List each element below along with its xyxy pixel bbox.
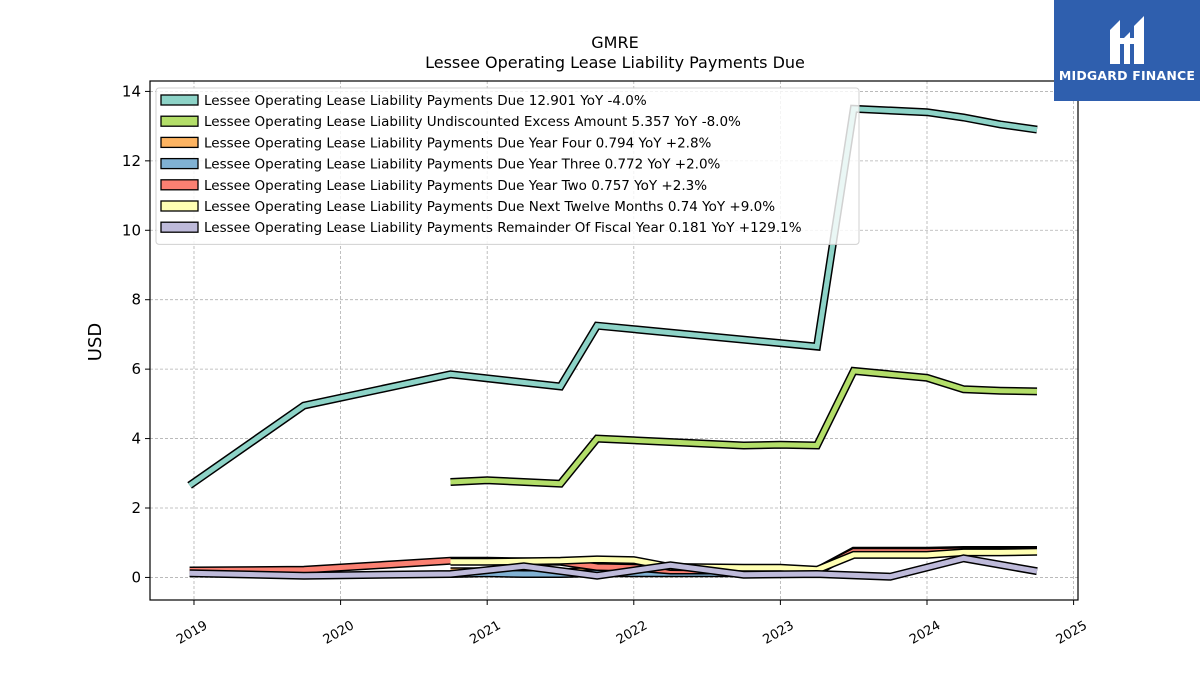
y-tick-label: 14 [122, 82, 141, 100]
y-tick-label: 8 [131, 291, 141, 309]
legend-label: Lessee Operating Lease Liability Payment… [204, 220, 802, 236]
series-layer [187, 104, 1038, 581]
legend-swatch [160, 221, 199, 233]
x-tick-label: 2020 [321, 618, 357, 648]
series-line-2 [450, 366, 1038, 488]
plot-frame [149, 80, 1079, 601]
legend-item-7: Lessee Operating Lease Liability Payment… [160, 220, 802, 236]
series-stroke [450, 368, 1038, 487]
y-tick-label: 4 [131, 430, 141, 448]
series-stroke [189, 555, 1038, 580]
y-tick-label: 12 [122, 152, 141, 170]
legend-swatch [160, 136, 199, 149]
legend-item-2: Lessee Operating Lease Liability Undisco… [160, 114, 741, 130]
x-tick-label: 2019 [174, 618, 210, 648]
legend-label: Lessee Operating Lease Liability Undisco… [204, 114, 741, 130]
legend-item-5: Lessee Operating Lease Liability Payment… [160, 178, 707, 194]
chart-title: GMRE [591, 33, 638, 52]
legend-label: Lessee Operating Lease Liability Payment… [204, 135, 712, 151]
legend-swatch [160, 157, 199, 170]
y-tick-label: 2 [131, 499, 141, 517]
legend-item-1: Lessee Operating Lease Liability Payment… [160, 93, 647, 109]
legend-box [155, 87, 860, 245]
x-tick-label: 2022 [614, 618, 650, 648]
y-axis-label: USD [85, 323, 106, 361]
x-tick-label: 2024 [907, 618, 943, 648]
legend-label: Lessee Operating Lease Liability Payment… [204, 157, 721, 173]
series-line-7 [189, 554, 1038, 581]
legend-item-6: Lessee Operating Lease Liability Payment… [160, 199, 775, 215]
x-tick-label: 2021 [467, 618, 503, 648]
x-tick-label: 2025 [1054, 618, 1090, 648]
legend-swatch [160, 115, 199, 127]
legend-swatch [160, 200, 199, 212]
series-line-6 [450, 547, 1038, 574]
legend-label: Lessee Operating Lease Liability Payment… [204, 199, 775, 215]
y-tick-label: 6 [131, 360, 141, 378]
x-tick-label: 2023 [761, 618, 797, 648]
y-tick-label: 0 [131, 568, 141, 586]
y-tick-label: 10 [122, 221, 141, 239]
legend-item-3: Lessee Operating Lease Liability Payment… [160, 135, 712, 151]
brand-logo: MIDGARD FINANCE [1054, 0, 1200, 101]
midgard-logo-icon [1110, 16, 1144, 64]
series-stroke [188, 106, 1038, 488]
legend-label: Lessee Operating Lease Liability Payment… [204, 178, 707, 194]
legend-swatch [160, 179, 199, 191]
legend-label: Lessee Operating Lease Liability Payment… [204, 93, 647, 109]
legend-item-4: Lessee Operating Lease Liability Payment… [160, 157, 721, 173]
legend: Lessee Operating Lease Liability Payment… [155, 87, 860, 245]
legend-swatch [160, 94, 199, 106]
series-stroke [450, 549, 1038, 573]
series-line-1 [187, 104, 1038, 489]
chart-subtitle: Lessee Operating Lease Liability Payment… [425, 53, 805, 72]
brand-name: MIDGARD FINANCE [1058, 68, 1196, 83]
